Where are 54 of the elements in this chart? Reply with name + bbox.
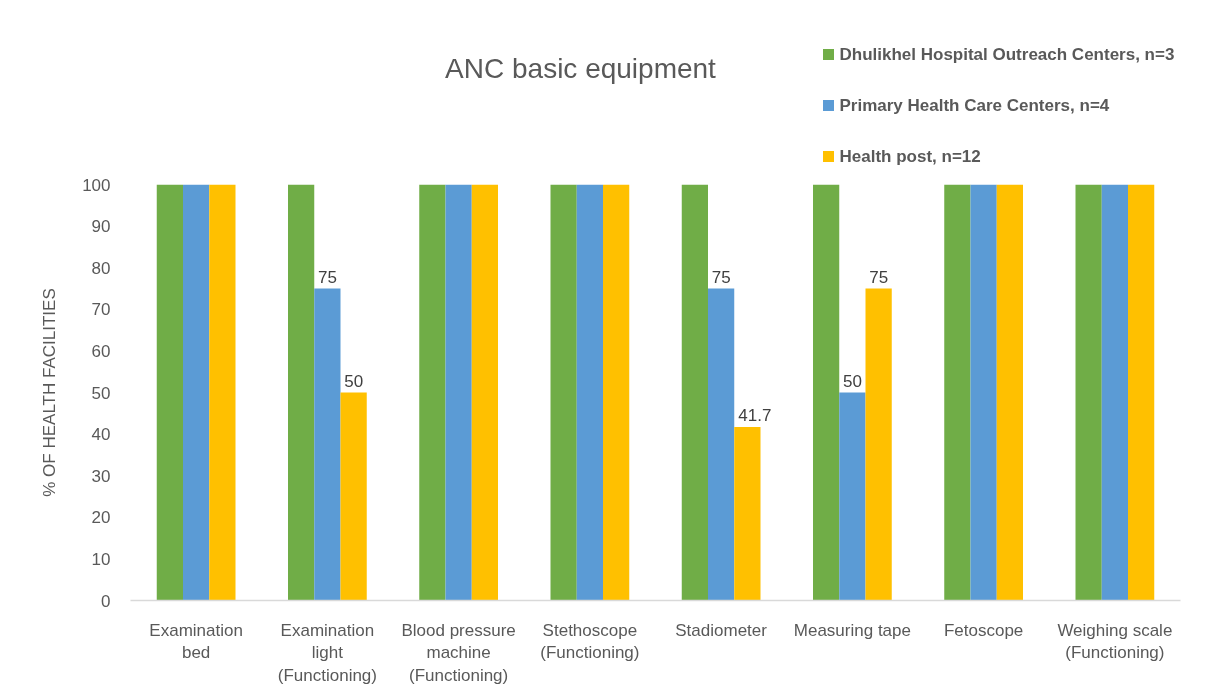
y-tick-label: 40 [91,425,111,445]
y-tick-label: 50 [91,383,111,403]
data-label: 75 [711,267,731,287]
bar [865,288,892,601]
y-tick-label: 10 [91,549,111,569]
bar [681,184,708,601]
bar [314,288,341,601]
bar [1101,184,1128,601]
y-tick-label: 100 [82,175,111,195]
bar [183,184,210,601]
x-tick-label: Examination light (Functioning) [277,620,377,686]
bar [156,184,183,601]
y-tick-label: 70 [91,300,111,320]
bar [288,184,315,601]
bar [813,184,840,601]
data-label: 75 [869,267,889,287]
x-tick-label: Weighing scale (Functioning) [1057,620,1173,663]
bar [445,184,472,601]
bar [1128,184,1155,601]
x-tick-label: Examination bed [149,620,243,663]
bar [970,184,997,601]
x-tick-label: Measuring tape [793,620,911,640]
bar [1075,184,1102,601]
bar [996,184,1023,601]
data-label: 50 [344,371,364,391]
bar [839,392,866,601]
data-label: 41.7 [738,406,772,426]
bar [209,184,236,601]
bar [576,184,603,601]
legend-label: Dhulikhel Hospital Outreach Centers, n=3 [839,45,1175,64]
legend-label: Primary Health Care Centers, n=4 [839,96,1110,115]
y-tick-label: 60 [91,341,111,361]
x-tick-label: Stethoscope (Functioning) [540,620,640,663]
y-axis-title: % OF HEALTH FACILITIES [40,288,60,497]
chart-title: ANC basic equipment [445,53,717,84]
data-label: 75 [317,267,337,287]
bar [944,184,971,601]
y-tick-label: 0 [101,591,111,611]
bar [708,288,735,601]
bar [419,184,446,601]
bar [471,184,498,601]
y-tick-label: 90 [91,217,111,237]
bar [603,184,630,601]
y-tick-label: 20 [91,508,111,528]
bar [550,184,577,601]
y-tick-label: 80 [91,258,111,278]
data-label: 50 [842,371,862,391]
bar [734,427,761,601]
y-tick-label: 30 [91,466,111,486]
bar [340,392,367,601]
x-tick-label: Blood pressure machine (Functioning) [401,620,516,686]
x-tick-label: Fetoscope [943,620,1024,640]
x-tick-label: Stadiometer [675,620,768,640]
legend-label: Health post, n=12 [839,147,981,166]
